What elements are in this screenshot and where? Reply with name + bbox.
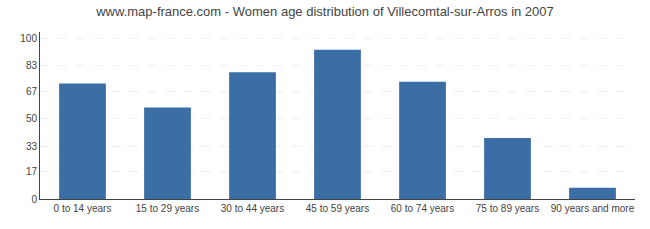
svg-text:67: 67 (26, 86, 38, 97)
svg-text:33: 33 (26, 141, 38, 152)
svg-text:0 to 14 years: 0 to 14 years (54, 203, 112, 214)
svg-text:www.map-france.com - Women age: www.map-france.com - Women age distribut… (95, 4, 554, 19)
svg-text:100: 100 (20, 33, 37, 44)
svg-text:15 to 29 years: 15 to 29 years (136, 203, 199, 214)
svg-text:30 to 44 years: 30 to 44 years (221, 203, 284, 214)
svg-text:45 to 59 years: 45 to 59 years (306, 203, 369, 214)
svg-text:90 years and more: 90 years and more (551, 203, 635, 214)
svg-text:83: 83 (26, 60, 38, 71)
svg-text:50: 50 (26, 113, 38, 124)
svg-text:17: 17 (26, 166, 38, 177)
svg-text:75 to 89 years: 75 to 89 years (476, 203, 539, 214)
svg-text:60 to 74 years: 60 to 74 years (391, 203, 454, 214)
svg-text:0: 0 (31, 194, 37, 205)
